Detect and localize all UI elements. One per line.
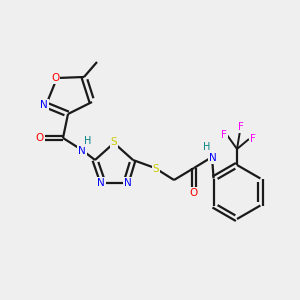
Text: F: F	[238, 122, 244, 132]
Text: O: O	[51, 73, 59, 83]
Text: N: N	[124, 178, 132, 188]
Text: H: H	[203, 142, 211, 152]
Text: N: N	[209, 153, 217, 163]
Text: O: O	[36, 133, 44, 143]
Text: O: O	[190, 188, 198, 198]
Text: S: S	[153, 164, 159, 174]
Text: H: H	[84, 136, 92, 146]
Text: N: N	[40, 100, 48, 110]
Text: N: N	[97, 178, 105, 188]
Text: S: S	[111, 137, 117, 147]
Text: N: N	[78, 146, 86, 156]
Text: F: F	[221, 130, 227, 140]
Text: F: F	[250, 134, 256, 144]
